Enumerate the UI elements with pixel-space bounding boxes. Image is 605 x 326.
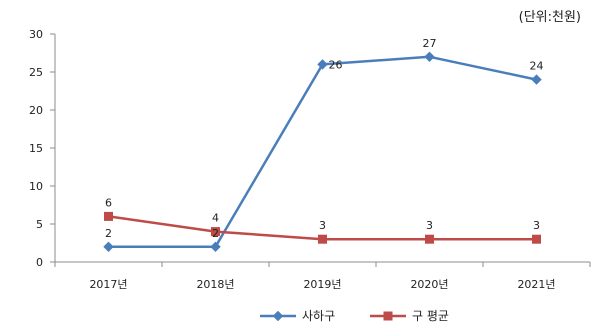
data-label: 26 — [329, 58, 343, 71]
y-tick-label: 10 — [29, 180, 43, 193]
data-point — [318, 234, 327, 244]
y-tick-label: 5 — [36, 218, 43, 231]
y-tick-label: 15 — [29, 142, 43, 155]
legend-label: 사하구 — [302, 309, 335, 323]
data-label: 3 — [319, 219, 326, 232]
data-label: 6 — [105, 196, 112, 209]
x-tick-label: 2020년 — [410, 278, 448, 291]
y-tick-label: 30 — [29, 28, 43, 41]
data-label: 2 — [212, 227, 219, 240]
legend-label: 구 평균 — [412, 309, 449, 323]
y-tick-label: 0 — [36, 256, 43, 269]
data-label: 3 — [533, 219, 540, 232]
data-point — [103, 241, 114, 253]
data-label: 24 — [530, 60, 544, 73]
legend-marker-1 — [383, 311, 393, 321]
y-tick-label: 25 — [29, 66, 43, 79]
x-tick-label: 2017년 — [89, 278, 127, 291]
series-layer — [103, 51, 542, 253]
x-tick-label: 2018년 — [196, 278, 234, 291]
data-point — [531, 74, 542, 85]
y-tick-label: 20 — [29, 104, 43, 117]
x-tick-label: 2019년 — [303, 278, 341, 291]
data-point — [210, 241, 221, 253]
data-point — [424, 51, 435, 63]
legend: 사하구 구 평균 — [260, 309, 449, 323]
data-point — [317, 59, 328, 70]
data-point — [532, 234, 541, 244]
data-label: 2 — [105, 227, 112, 240]
unit-note: (단위:천원) — [518, 10, 581, 25]
data-labels-layer: 2 2 26 27 24 6 4 3 3 3 — [105, 37, 544, 240]
data-label: 27 — [423, 37, 437, 50]
legend-marker-0 — [272, 310, 284, 322]
data-label: 3 — [426, 219, 433, 232]
data-label: 4 — [212, 212, 219, 225]
data-point — [425, 234, 434, 244]
x-tick-label: 2021년 — [517, 278, 555, 291]
chart-axes: 0 5 10 15 20 25 30 2017년 2018년 2019년 2020년 2021년 — [29, 28, 591, 291]
data-point — [104, 211, 113, 221]
data-point — [211, 227, 220, 237]
